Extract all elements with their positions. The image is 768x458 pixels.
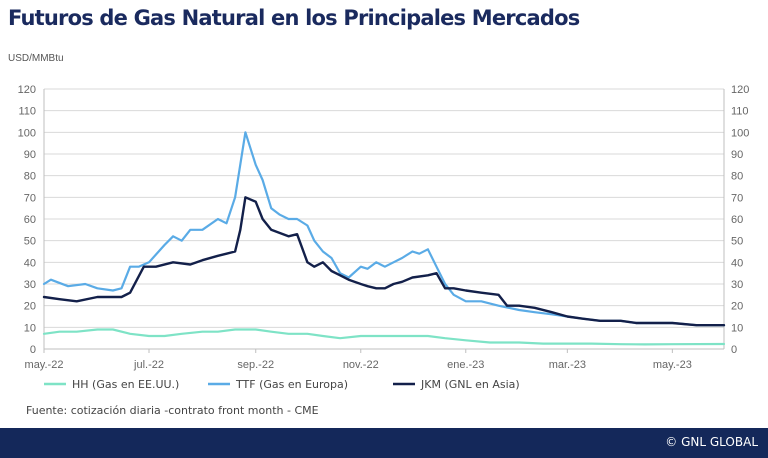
series-line-2: [42, 196, 726, 327]
y-tick-label: 110: [18, 106, 36, 118]
footer-bar: © GNL GLOBAL: [0, 428, 768, 458]
x-tick-label: may.-22: [25, 359, 64, 371]
legend-label: JKM (GNL en Asia): [420, 378, 520, 391]
y2-tick-label: 50: [731, 236, 743, 248]
y2-tick-label: 80: [731, 171, 743, 183]
legend-label: HH (Gas en EE.UU.): [72, 378, 179, 391]
x-tick-label: ene.-23: [447, 359, 484, 371]
y-tick-label: 80: [24, 171, 36, 183]
y2-tick-label: 100: [731, 127, 749, 139]
y-tick-label: 100: [18, 127, 36, 139]
legend-label: TTF (Gas en Europa): [235, 378, 348, 391]
y-tick-label: 90: [24, 149, 36, 161]
x-tick-label: mar.-23: [549, 359, 586, 371]
y-tick-label: 0: [30, 344, 36, 356]
chart-canvas: 0 0 10 10 20 20 30 30 40 40 50 50 60 60 70 70 80 80 90 90 10…: [18, 84, 750, 391]
y2-tick-label: 30: [731, 279, 743, 291]
brand-label: © GNL GLOBAL: [665, 435, 758, 449]
y2-tick-label: 70: [731, 192, 743, 204]
y-axis-unit-label: USD/MMBtu: [8, 53, 64, 64]
x-tick-label: jul.-22: [133, 359, 164, 371]
x-tick-label: nov.-22: [343, 359, 379, 371]
x-tick-label: sep.-22: [237, 359, 274, 371]
y-tick-label: 10: [24, 322, 36, 334]
y2-tick-label: 90: [731, 149, 743, 161]
series-line-0: [42, 328, 726, 346]
y2-tick-label: 40: [731, 257, 743, 269]
y2-tick-label: 10: [731, 322, 743, 334]
y2-tick-label: 120: [731, 84, 749, 96]
y-tick-label: 120: [18, 84, 36, 96]
y2-tick-label: 20: [731, 301, 743, 313]
chart-title: Futuros de Gas Natural en los Principale…: [8, 6, 580, 30]
y2-tick-label: 110: [731, 106, 749, 118]
y2-tick-label: 0: [731, 344, 737, 356]
source-note: Fuente: cotización diaria -contrato fron…: [26, 404, 319, 417]
x-tick-label: may.-23: [653, 359, 692, 371]
y-tick-label: 30: [24, 279, 36, 291]
y-tick-label: 70: [24, 192, 36, 204]
y-tick-label: 60: [24, 214, 36, 226]
y2-tick-label: 60: [731, 214, 743, 226]
series-line-1: [42, 131, 726, 327]
y-tick-label: 40: [24, 257, 36, 269]
y-tick-label: 50: [24, 236, 36, 248]
y-tick-label: 20: [24, 301, 36, 313]
